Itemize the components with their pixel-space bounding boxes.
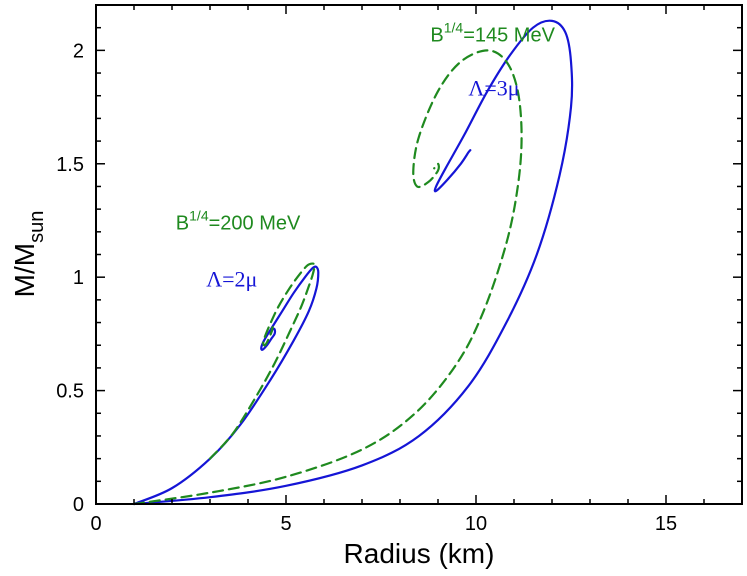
annotation-2: Λ=3μ	[468, 76, 519, 101]
x-tick-label: 15	[655, 513, 677, 535]
series-line-2	[208, 262, 316, 460]
x-tick-label: 10	[465, 513, 487, 535]
y-tick-label: 1.5	[56, 154, 84, 176]
y-axis-title-sub: sun	[26, 211, 48, 243]
y-tick-label: 0	[73, 494, 84, 516]
x-tick-label: 5	[280, 513, 291, 535]
series-line-4	[132, 49, 523, 506]
annotation-4: Λ=2μ	[206, 266, 257, 291]
ticks-layer: 0 5 10 15 0 0.5 1 1.5 2	[56, 4, 743, 535]
series-line-3	[132, 19, 574, 506]
y-tick-label: 1	[73, 267, 84, 289]
annotations-layer: B1/4=145 MeV Λ=3μ B1/4=200 MeV Λ=2μ	[176, 19, 556, 291]
plot-frame	[95, 4, 743, 505]
x-axis-title: Radius (km)	[344, 538, 495, 569]
series-line-1	[132, 265, 320, 506]
y-tick-label: 0.5	[56, 381, 84, 403]
curves-layer	[132, 19, 574, 506]
y-axis-title-main: M/M	[9, 243, 40, 297]
y-tick-label: 2	[73, 40, 84, 62]
annotation-1: B1/4=145 MeV	[430, 19, 555, 46]
y-axis-title: M/Msun	[9, 211, 48, 298]
x-tick-label: 0	[90, 513, 101, 535]
annotation-3: B1/4=200 MeV	[176, 208, 301, 235]
